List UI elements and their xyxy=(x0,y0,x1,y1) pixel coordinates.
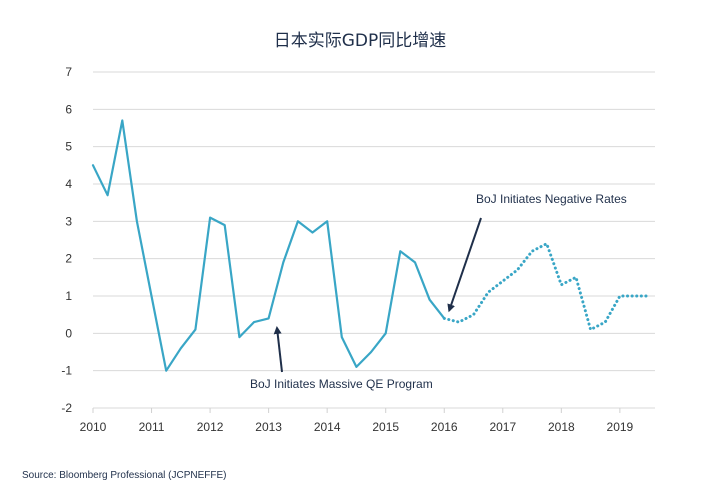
x-tick-label: 2012 xyxy=(197,420,224,434)
y-tick-label: 7 xyxy=(65,65,72,79)
y-tick-label: 2 xyxy=(65,252,72,266)
annotation-arrow-negative-rates xyxy=(447,217,482,313)
series-lines xyxy=(91,119,651,372)
source-note: Source: Bloomberg Professional (JCPNEFFE… xyxy=(22,470,227,481)
y-tick-label: 3 xyxy=(65,214,72,228)
x-tick-label: 2017 xyxy=(489,420,516,434)
y-tick-label: 4 xyxy=(65,177,72,191)
y-axis-ticks: -2 -1 0 1 2 3 4 5 6 7 xyxy=(61,65,72,415)
x-tick-label: 2014 xyxy=(314,420,341,434)
x-tick-label: 2011 xyxy=(139,420,165,434)
annotation-arrow-qe-program xyxy=(273,326,283,373)
x-tick-label: 2019 xyxy=(607,420,634,434)
annotations: BoJ Initiates Negative Rates BoJ Initiate… xyxy=(250,192,627,391)
annotation-negative-rates: BoJ Initiates Negative Rates xyxy=(476,192,627,206)
actual-series-line xyxy=(91,119,446,372)
y-tick-label: 6 xyxy=(65,102,72,116)
x-tick-label: 2015 xyxy=(372,420,399,434)
x-tick-label: 2010 xyxy=(80,420,107,434)
x-axis-ticks: 2010 2011 2012 2013 2014 2015 2016 2017 2018 2019 xyxy=(80,408,634,434)
y-tick-label: 1 xyxy=(65,289,72,303)
y-tick-label: 0 xyxy=(65,326,72,340)
gridlines xyxy=(93,71,655,409)
y-tick-label: -1 xyxy=(61,364,72,378)
forecast-series-line xyxy=(442,242,651,332)
annotation-qe-program: BoJ Initiates Massive QE Program xyxy=(250,377,433,391)
x-tick-label: 2016 xyxy=(431,420,458,434)
chart-title: 日本实际GDP同比增速 xyxy=(274,31,447,51)
y-tick-label: 5 xyxy=(65,140,72,154)
y-tick-label: -2 xyxy=(61,401,72,415)
x-tick-label: 2013 xyxy=(255,420,282,434)
x-tick-label: 2018 xyxy=(548,420,575,434)
